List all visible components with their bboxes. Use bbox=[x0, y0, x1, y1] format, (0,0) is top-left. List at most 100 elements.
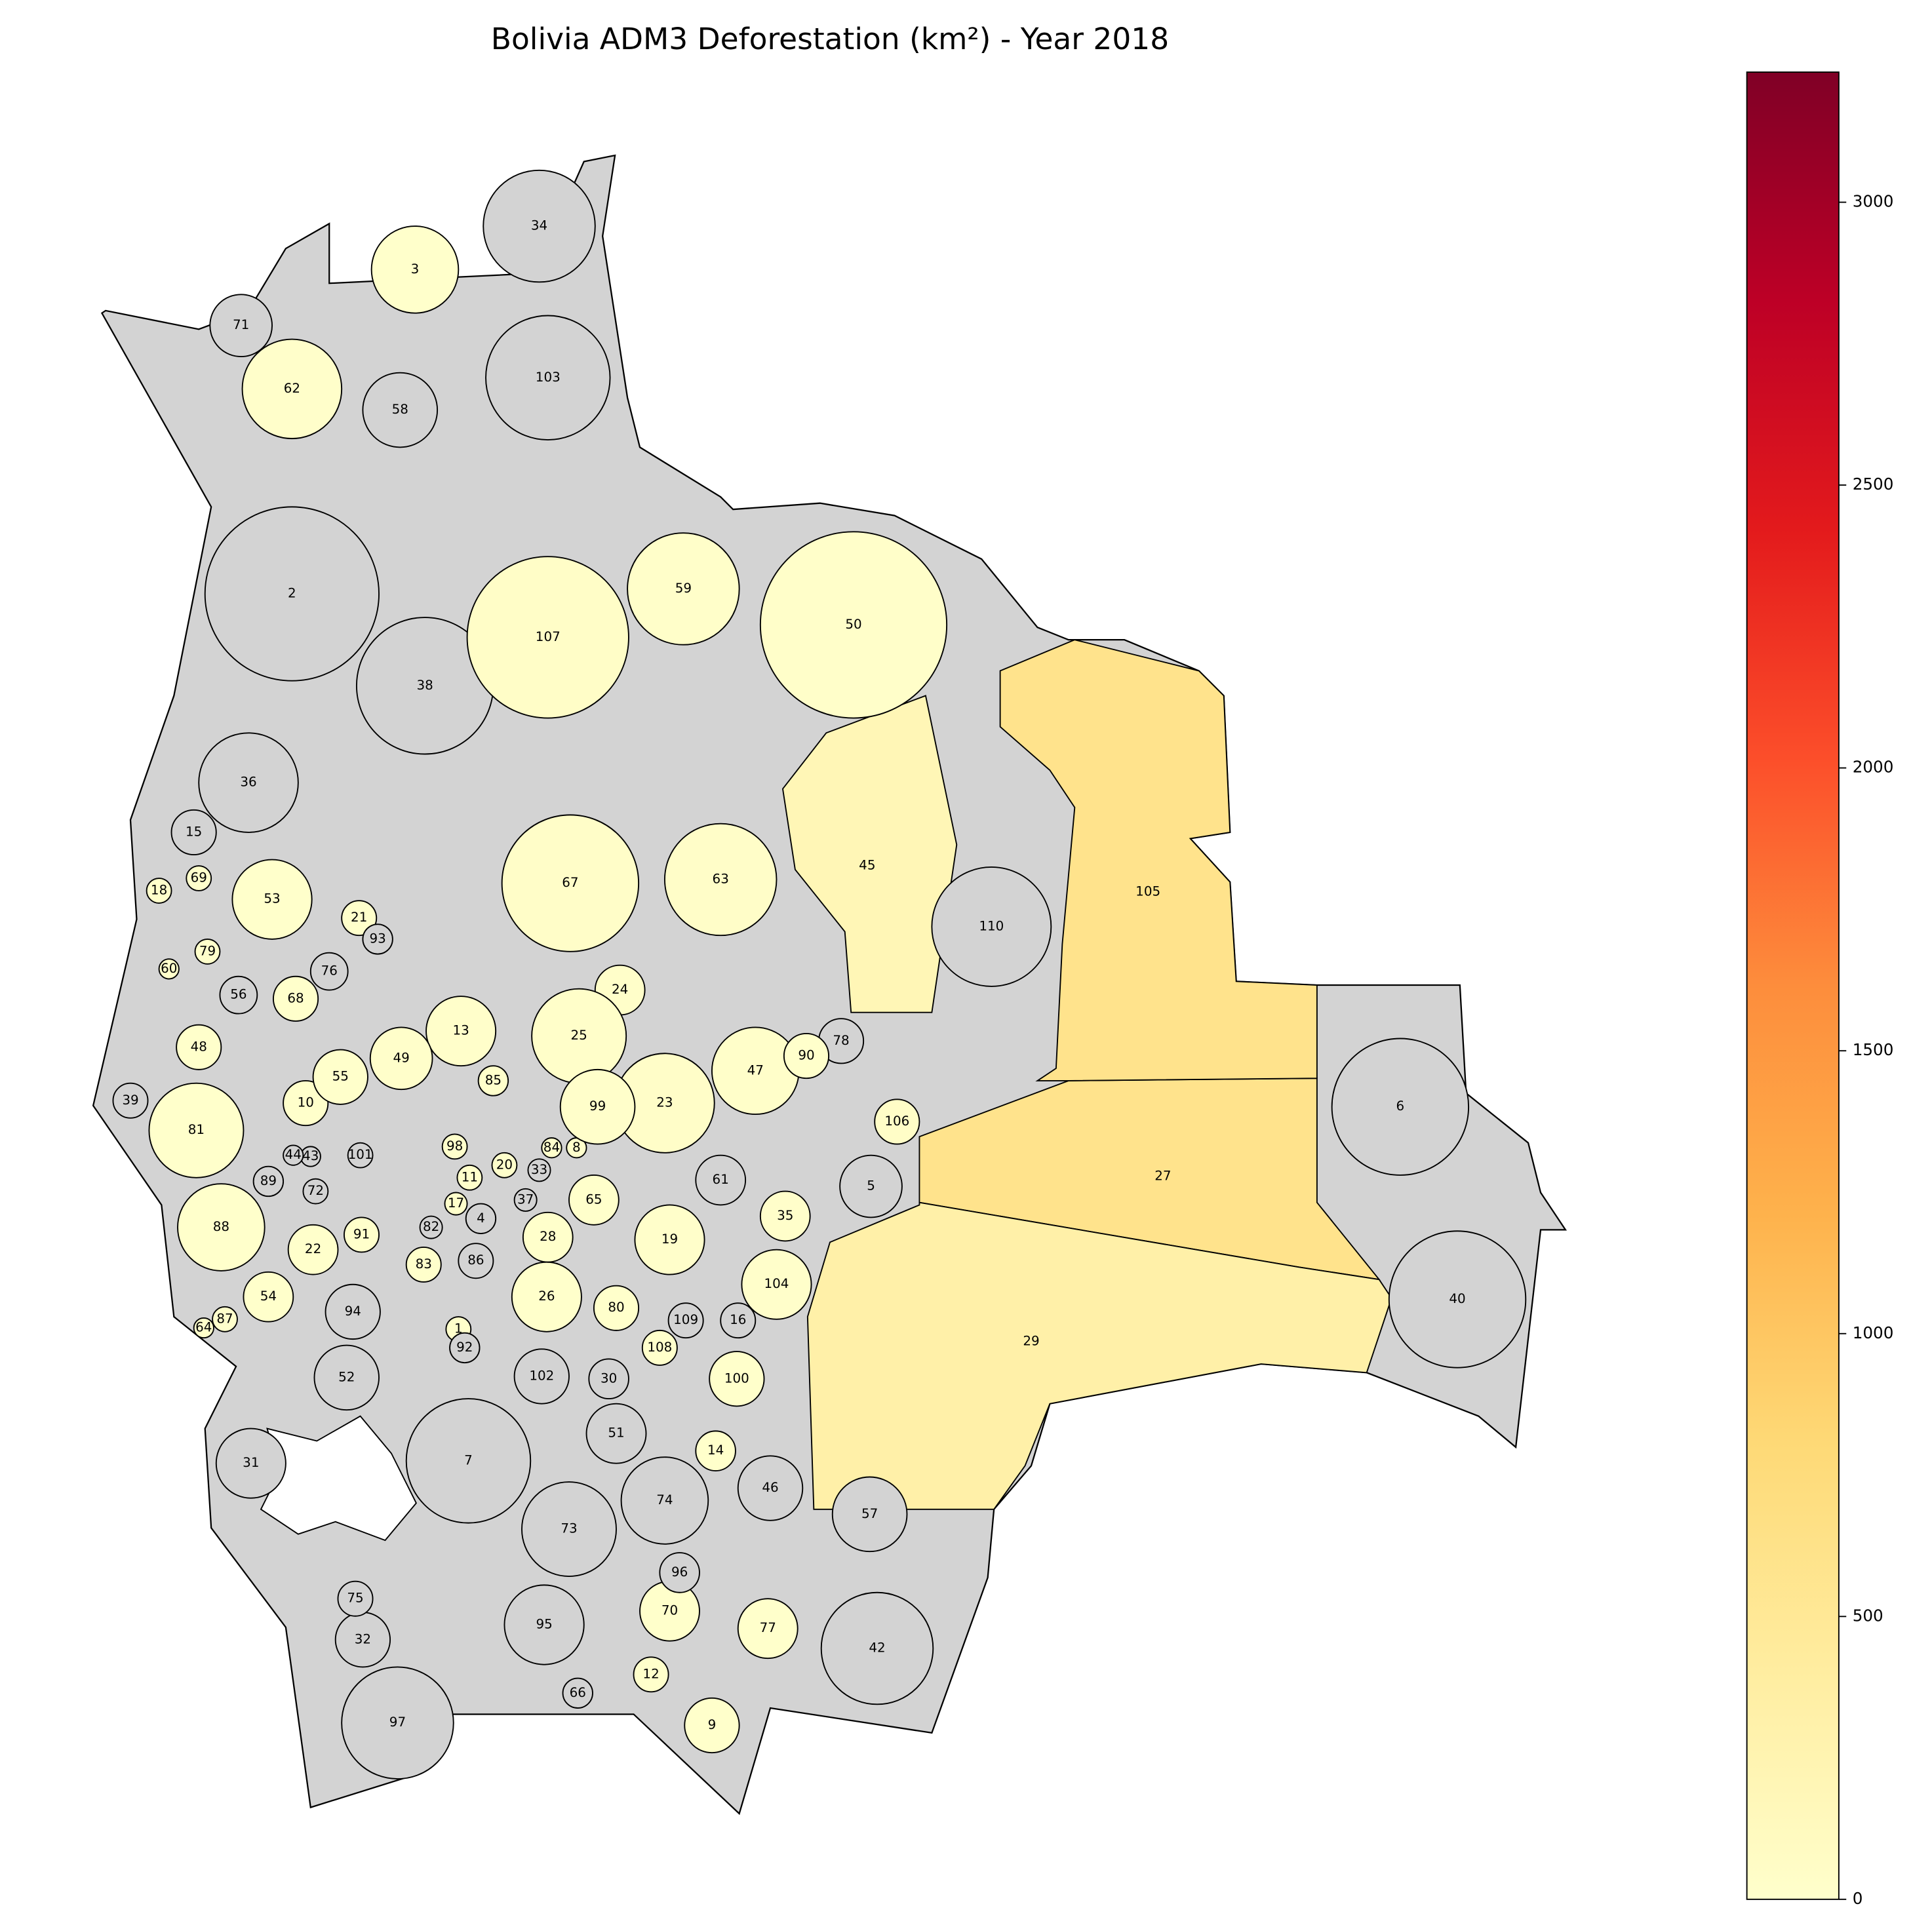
region-label: 101 bbox=[348, 1147, 373, 1162]
region bbox=[219, 975, 258, 1015]
region-label: 39 bbox=[122, 1093, 138, 1108]
region bbox=[441, 1133, 468, 1160]
region bbox=[243, 1271, 294, 1323]
region-label: 58 bbox=[392, 402, 408, 417]
region-label: 84 bbox=[543, 1140, 560, 1155]
region bbox=[684, 1697, 740, 1754]
region bbox=[186, 865, 212, 891]
region-label: 76 bbox=[321, 963, 338, 979]
region-label: 65 bbox=[585, 1192, 602, 1207]
region-label: 52 bbox=[338, 1369, 355, 1384]
region bbox=[831, 1476, 908, 1553]
region bbox=[369, 1026, 433, 1091]
region-label: 86 bbox=[467, 1253, 484, 1268]
region bbox=[215, 1428, 286, 1499]
region bbox=[695, 1430, 736, 1471]
region-label: 6 bbox=[1396, 1098, 1405, 1114]
region bbox=[559, 1068, 636, 1145]
region bbox=[759, 531, 948, 719]
region-label: 66 bbox=[570, 1685, 586, 1700]
region bbox=[465, 1203, 497, 1234]
region bbox=[483, 169, 596, 283]
region bbox=[627, 532, 740, 646]
region-label: 109 bbox=[673, 1312, 698, 1327]
colorbar-tick-label: 1000 bbox=[1853, 1323, 1894, 1342]
region bbox=[820, 1591, 934, 1705]
region bbox=[313, 1344, 380, 1411]
region bbox=[194, 938, 221, 965]
region-label: 44 bbox=[285, 1147, 302, 1162]
region-label: 25 bbox=[571, 1028, 587, 1043]
region bbox=[370, 225, 460, 314]
region bbox=[158, 958, 180, 980]
region bbox=[204, 506, 380, 682]
region-label: 91 bbox=[353, 1226, 370, 1241]
region-label: 51 bbox=[608, 1426, 624, 1441]
region bbox=[759, 1190, 811, 1242]
region bbox=[449, 1332, 481, 1364]
region bbox=[309, 952, 349, 991]
region bbox=[568, 1175, 620, 1226]
region-label: 17 bbox=[448, 1195, 464, 1211]
region bbox=[419, 1215, 443, 1239]
region-label: 20 bbox=[496, 1157, 513, 1172]
region-label: 63 bbox=[713, 871, 729, 886]
region bbox=[146, 878, 172, 904]
region-label: 59 bbox=[675, 581, 692, 596]
region-label: 60 bbox=[161, 961, 177, 976]
region bbox=[620, 1456, 709, 1545]
region-label: 78 bbox=[833, 1033, 849, 1048]
region bbox=[709, 1351, 765, 1407]
region bbox=[737, 1455, 804, 1521]
region-label: 32 bbox=[355, 1631, 371, 1646]
region bbox=[1331, 1038, 1470, 1176]
region-label: 35 bbox=[777, 1208, 793, 1223]
colorbar-tick-label: 2500 bbox=[1853, 475, 1894, 494]
region-label: 24 bbox=[612, 982, 628, 997]
region-label: 4 bbox=[477, 1211, 485, 1226]
region bbox=[720, 1302, 757, 1339]
region bbox=[444, 1192, 468, 1216]
region bbox=[209, 294, 273, 357]
region-label: 15 bbox=[186, 824, 202, 839]
region bbox=[302, 1178, 329, 1205]
region-label: 1 bbox=[454, 1321, 463, 1336]
region-label: 34 bbox=[531, 218, 547, 233]
region-label: 83 bbox=[416, 1256, 432, 1272]
region bbox=[176, 1024, 222, 1070]
region-label: 9 bbox=[708, 1717, 717, 1732]
region bbox=[466, 556, 629, 719]
region-label: 29 bbox=[1023, 1333, 1039, 1348]
salt-flat bbox=[260, 1415, 418, 1542]
region-label: 82 bbox=[423, 1219, 439, 1234]
region-label: 92 bbox=[456, 1340, 473, 1355]
region-label: 57 bbox=[861, 1506, 878, 1521]
region-label: 28 bbox=[540, 1229, 556, 1244]
region-label: 110 bbox=[979, 918, 1004, 933]
region bbox=[362, 923, 393, 955]
region bbox=[667, 1302, 704, 1339]
region bbox=[513, 1348, 570, 1405]
region bbox=[633, 1656, 669, 1693]
region bbox=[641, 1329, 678, 1366]
region-label: 8 bbox=[572, 1140, 581, 1155]
region-label: 71 bbox=[233, 317, 249, 332]
region-label: 50 bbox=[845, 617, 861, 632]
region bbox=[287, 1224, 339, 1275]
region-label: 26 bbox=[538, 1289, 555, 1304]
region-label: 88 bbox=[213, 1219, 229, 1234]
region-label: 79 bbox=[199, 943, 216, 958]
region bbox=[491, 1152, 518, 1178]
region bbox=[737, 1598, 798, 1660]
colorbar-tick-label: 3000 bbox=[1853, 192, 1894, 211]
region-label: 64 bbox=[195, 1320, 212, 1335]
region-label: 30 bbox=[601, 1370, 617, 1386]
region bbox=[806, 1201, 1392, 1510]
region bbox=[781, 695, 958, 1013]
region-label: 5 bbox=[867, 1178, 875, 1194]
region bbox=[663, 823, 778, 937]
region-label: 13 bbox=[452, 1023, 469, 1038]
region-label: 33 bbox=[531, 1162, 547, 1177]
region-label: 40 bbox=[1449, 1291, 1465, 1306]
